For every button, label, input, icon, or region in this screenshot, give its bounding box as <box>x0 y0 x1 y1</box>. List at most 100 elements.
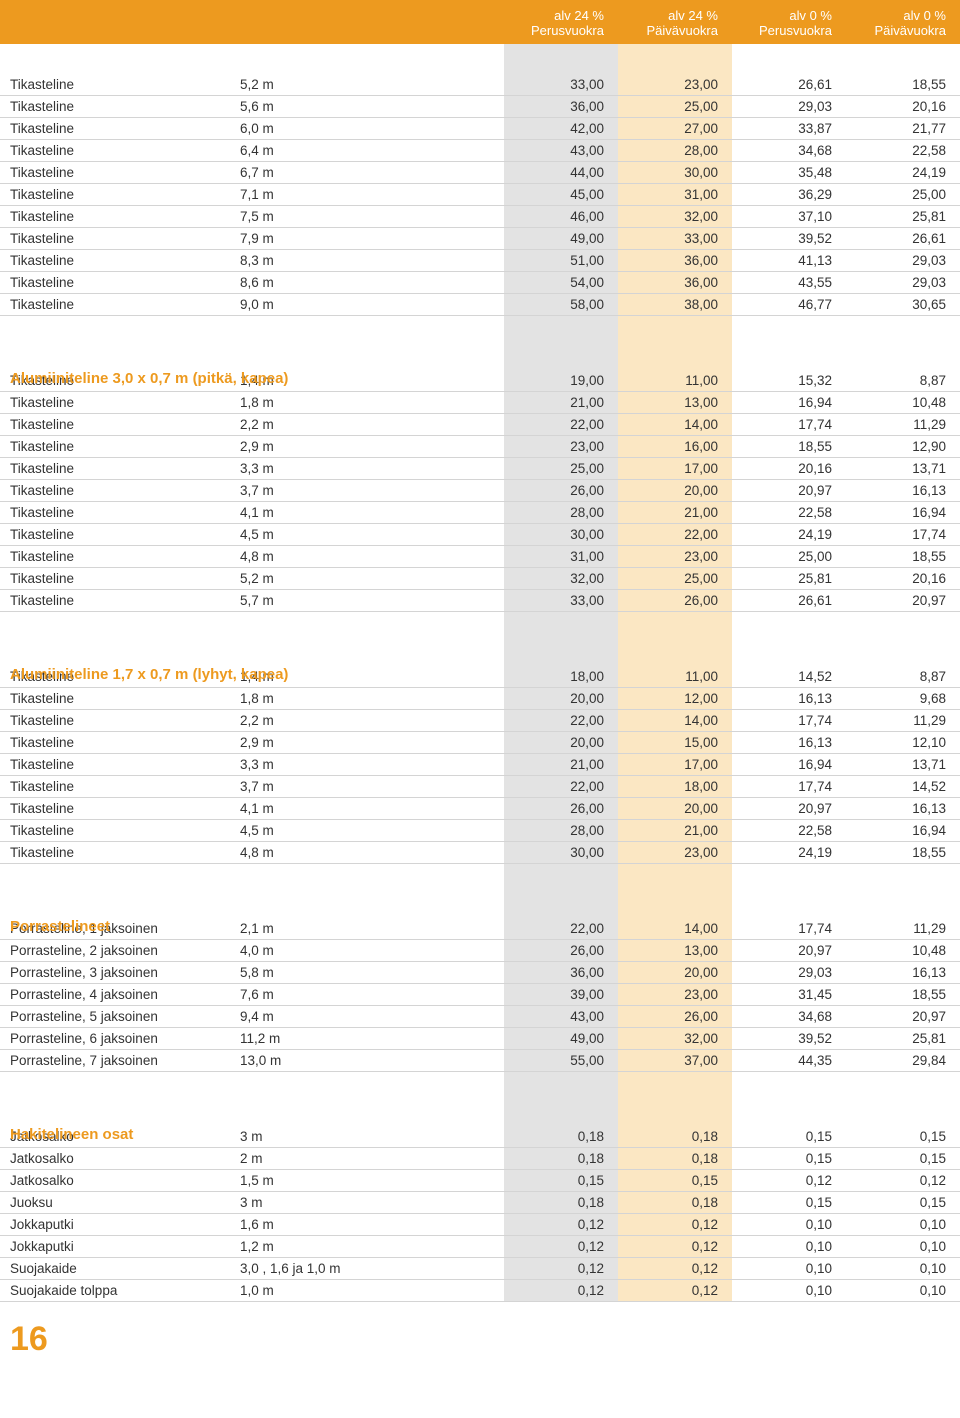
cell-alv0-paiva: 11,29 <box>846 918 960 939</box>
cell-alv0-paiva: 0,10 <box>846 1280 960 1301</box>
cell-name: Tikasteline <box>0 546 240 567</box>
cell-alv24-perus: 32,00 <box>504 568 618 589</box>
cell-dimension: 1,8 m <box>240 688 504 709</box>
cell-name: Tikasteline <box>0 392 240 413</box>
table-row: Tikasteline4,5 m30,0022,0024,1917,74 <box>0 524 960 546</box>
cell-name: Tikasteline <box>0 458 240 479</box>
cell-alv0-perus: 37,10 <box>732 206 846 227</box>
cell-alv24-paiva: 31,00 <box>618 184 732 205</box>
cell-name: Porrasteline, 3 jaksoinen <box>0 962 240 983</box>
cell-alv24-paiva: 16,00 <box>618 436 732 457</box>
cell-name: Porrasteline, 5 jaksoinen <box>0 1006 240 1027</box>
cell-alv0-perus: 17,74 <box>732 918 846 939</box>
table-row: Jatkosalko3 m0,180,180,150,15 <box>0 1126 960 1148</box>
cell-alv24-paiva: 0,12 <box>618 1280 732 1301</box>
cell-alv24-perus: 22,00 <box>504 776 618 797</box>
cell-name: Tikasteline <box>0 568 240 589</box>
cell-name: Tikasteline <box>0 140 240 161</box>
table-row: Tikasteline1,8 m20,0012,0016,139,68 <box>0 688 960 710</box>
cell-name: Porrasteline, 4 jaksoinen <box>0 984 240 1005</box>
table-group: Hakitelineen osatJatkosalko3 m0,180,180,… <box>0 1072 960 1302</box>
cell-alv0-paiva: 18,55 <box>846 546 960 567</box>
table-row: Tikasteline2,9 m20,0015,0016,1312,10 <box>0 732 960 754</box>
cell-alv0-paiva: 18,55 <box>846 984 960 1005</box>
cell-alv0-perus: 39,52 <box>732 1028 846 1049</box>
cell-dimension: 5,7 m <box>240 590 504 611</box>
cell-dimension: 7,1 m <box>240 184 504 205</box>
cell-alv24-perus: 55,00 <box>504 1050 618 1071</box>
cell-dimension: 1,8 m <box>240 392 504 413</box>
cell-dimension: 2,2 m <box>240 414 504 435</box>
cell-alv24-perus: 51,00 <box>504 250 618 271</box>
cell-name: Tikasteline <box>0 294 240 315</box>
table-row: Tikasteline6,4 m43,0028,0034,6822,58 <box>0 140 960 162</box>
cell-name: Tikasteline <box>0 118 240 139</box>
cell-alv0-paiva: 29,84 <box>846 1050 960 1071</box>
cell-alv0-perus: 0,15 <box>732 1148 846 1169</box>
table-group: Tikasteline5,2 m33,0023,0026,6118,55Tika… <box>0 74 960 316</box>
cell-alv24-perus: 46,00 <box>504 206 618 227</box>
table-group: Alumiiniteline 3,0 x 0,7 m (pitkä, kapea… <box>0 316 960 612</box>
cell-alv0-perus: 16,13 <box>732 732 846 753</box>
table-row: Tikasteline2,2 m22,0014,0017,7411,29 <box>0 710 960 732</box>
cell-alv0-perus: 22,58 <box>732 502 846 523</box>
cell-alv24-paiva: 15,00 <box>618 732 732 753</box>
cell-alv0-perus: 34,68 <box>732 1006 846 1027</box>
table-row: Tikasteline7,9 m49,0033,0039,5226,61 <box>0 228 960 250</box>
table-row: Porrasteline, 4 jaksoinen7,6 m39,0023,00… <box>0 984 960 1006</box>
cell-alv0-perus: 0,10 <box>732 1236 846 1257</box>
cell-alv24-paiva: 20,00 <box>618 962 732 983</box>
cell-alv24-perus: 18,00 <box>504 666 618 687</box>
cell-alv0-perus: 29,03 <box>732 962 846 983</box>
table-row: Tikasteline3,7 m26,0020,0020,9716,13 <box>0 480 960 502</box>
cell-alv0-perus: 20,97 <box>732 940 846 961</box>
cell-alv0-paiva: 20,97 <box>846 1006 960 1027</box>
cell-name: Jokkaputki <box>0 1236 240 1257</box>
cell-dimension: 7,9 m <box>240 228 504 249</box>
cell-name: Tikasteline <box>0 436 240 457</box>
cell-alv0-perus: 46,77 <box>732 294 846 315</box>
cell-alv24-perus: 0,18 <box>504 1192 618 1213</box>
cell-alv24-paiva: 38,00 <box>618 294 732 315</box>
cell-dimension: 2,2 m <box>240 710 504 731</box>
cell-name: Tikasteline <box>0 820 240 841</box>
table-row: Tikasteline5,7 m33,0026,0026,6120,97 <box>0 590 960 612</box>
cell-alv24-paiva: 26,00 <box>618 590 732 611</box>
table-row: Tikasteline4,1 m28,0021,0022,5816,94 <box>0 502 960 524</box>
cell-alv24-paiva: 21,00 <box>618 502 732 523</box>
cell-alv0-paiva: 9,68 <box>846 688 960 709</box>
header-alv0-paiva-l1: alv 0 % <box>846 8 960 23</box>
table-row: Tikasteline3,7 m22,0018,0017,7414,52 <box>0 776 960 798</box>
cell-dimension: 7,6 m <box>240 984 504 1005</box>
cell-alv0-perus: 17,74 <box>732 414 846 435</box>
cell-alv0-perus: 20,97 <box>732 480 846 501</box>
cell-alv0-perus: 25,00 <box>732 546 846 567</box>
cell-name: Porrasteline, 2 jaksoinen <box>0 940 240 961</box>
cell-alv24-paiva: 11,00 <box>618 666 732 687</box>
cell-name: Tikasteline <box>0 688 240 709</box>
cell-alv0-paiva: 18,55 <box>846 842 960 863</box>
cell-name: Tikasteline <box>0 776 240 797</box>
cell-alv0-paiva: 29,03 <box>846 250 960 271</box>
table-row: Porrasteline, 1 jaksoinen2,1 m22,0014,00… <box>0 918 960 940</box>
cell-alv24-paiva: 14,00 <box>618 414 732 435</box>
cell-alv24-perus: 26,00 <box>504 480 618 501</box>
cell-alv0-perus: 17,74 <box>732 776 846 797</box>
cell-alv0-paiva: 18,55 <box>846 74 960 95</box>
cell-dimension: 5,6 m <box>240 96 504 117</box>
cell-alv24-perus: 0,12 <box>504 1258 618 1279</box>
cell-alv24-paiva: 36,00 <box>618 250 732 271</box>
cell-alv24-perus: 33,00 <box>504 590 618 611</box>
cell-alv24-perus: 39,00 <box>504 984 618 1005</box>
cell-alv24-perus: 21,00 <box>504 392 618 413</box>
cell-alv24-paiva: 20,00 <box>618 798 732 819</box>
cell-alv24-perus: 0,15 <box>504 1170 618 1191</box>
cell-alv0-perus: 24,19 <box>732 524 846 545</box>
cell-dimension: 2,1 m <box>240 918 504 939</box>
table-row: Suojakaide3,0 , 1,6 ja 1,0 m0,120,120,10… <box>0 1258 960 1280</box>
price-table: Tikasteline5,2 m33,0023,0026,6118,55Tika… <box>0 74 960 1302</box>
cell-alv0-perus: 41,13 <box>732 250 846 271</box>
cell-alv24-perus: 28,00 <box>504 502 618 523</box>
table-row: Tikasteline6,0 m42,0027,0033,8721,77 <box>0 118 960 140</box>
cell-name: Porrasteline, 6 jaksoinen <box>0 1028 240 1049</box>
